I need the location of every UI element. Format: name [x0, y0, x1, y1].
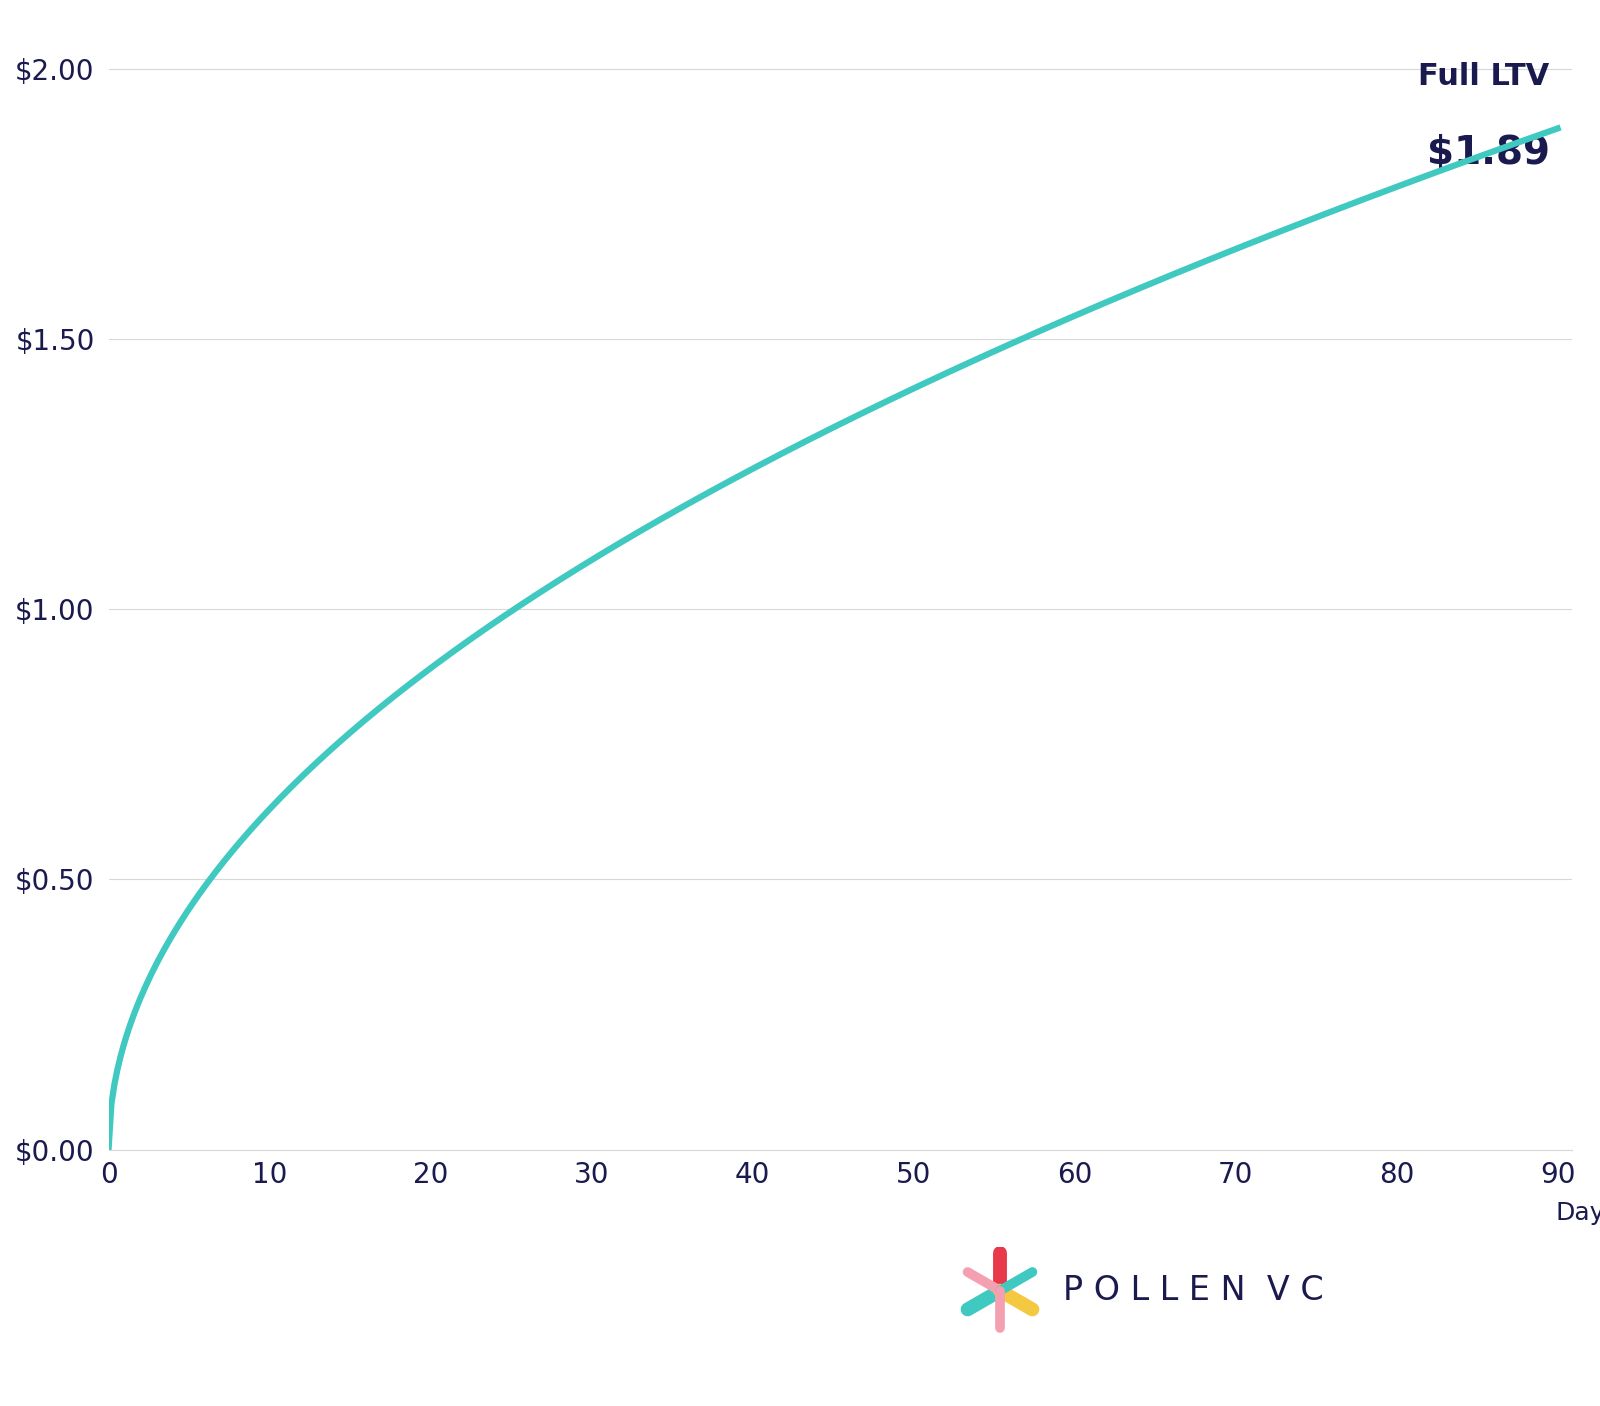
Text: P O L L E N  V C: P O L L E N V C	[1064, 1274, 1323, 1308]
X-axis label: Days: Days	[1555, 1201, 1600, 1225]
Text: Full LTV: Full LTV	[1418, 62, 1549, 90]
Text: $1.89: $1.89	[1427, 134, 1549, 172]
